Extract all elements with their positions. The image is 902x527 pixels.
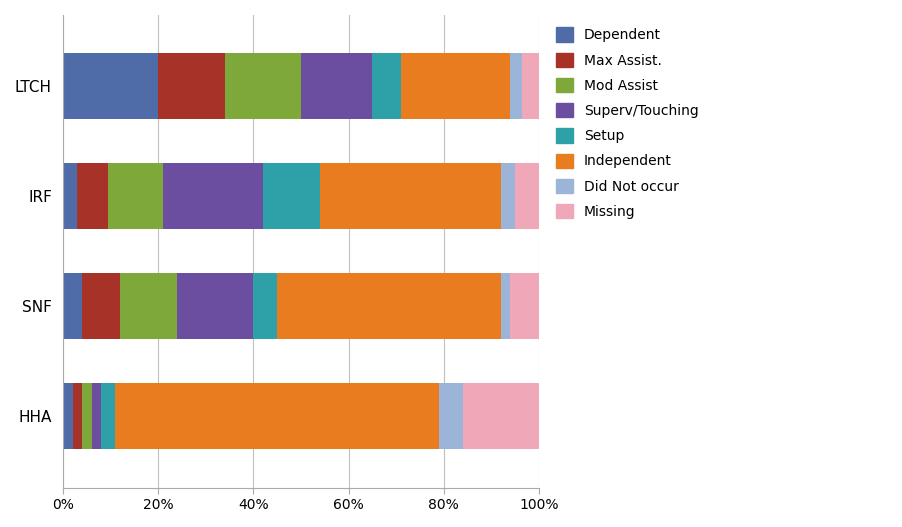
Bar <box>320 163 501 229</box>
Bar <box>63 383 73 449</box>
Bar <box>82 383 92 449</box>
Bar <box>501 163 515 229</box>
Bar <box>263 163 320 229</box>
Bar <box>78 163 108 229</box>
Bar <box>158 53 225 120</box>
Bar <box>439 383 463 449</box>
Bar <box>63 53 158 120</box>
Bar <box>511 274 539 339</box>
Bar <box>501 274 511 339</box>
Bar <box>511 53 522 120</box>
Bar <box>120 274 178 339</box>
Bar <box>522 53 539 120</box>
Bar <box>73 383 82 449</box>
Bar <box>401 53 511 120</box>
Bar <box>108 163 163 229</box>
Bar <box>277 274 501 339</box>
Bar <box>463 383 539 449</box>
Bar <box>163 163 263 229</box>
Bar <box>101 383 115 449</box>
Bar <box>225 53 301 120</box>
Bar <box>301 53 373 120</box>
Bar <box>373 53 401 120</box>
Bar <box>115 383 439 449</box>
Bar <box>63 163 78 229</box>
Bar <box>82 274 120 339</box>
Bar <box>63 274 82 339</box>
Bar <box>253 274 277 339</box>
Bar <box>515 163 539 229</box>
Legend: Dependent, Max Assist., Mod Assist, Superv/Touching, Setup, Independent, Did Not: Dependent, Max Assist., Mod Assist, Supe… <box>551 22 704 225</box>
Bar <box>92 383 101 449</box>
Bar <box>178 274 253 339</box>
